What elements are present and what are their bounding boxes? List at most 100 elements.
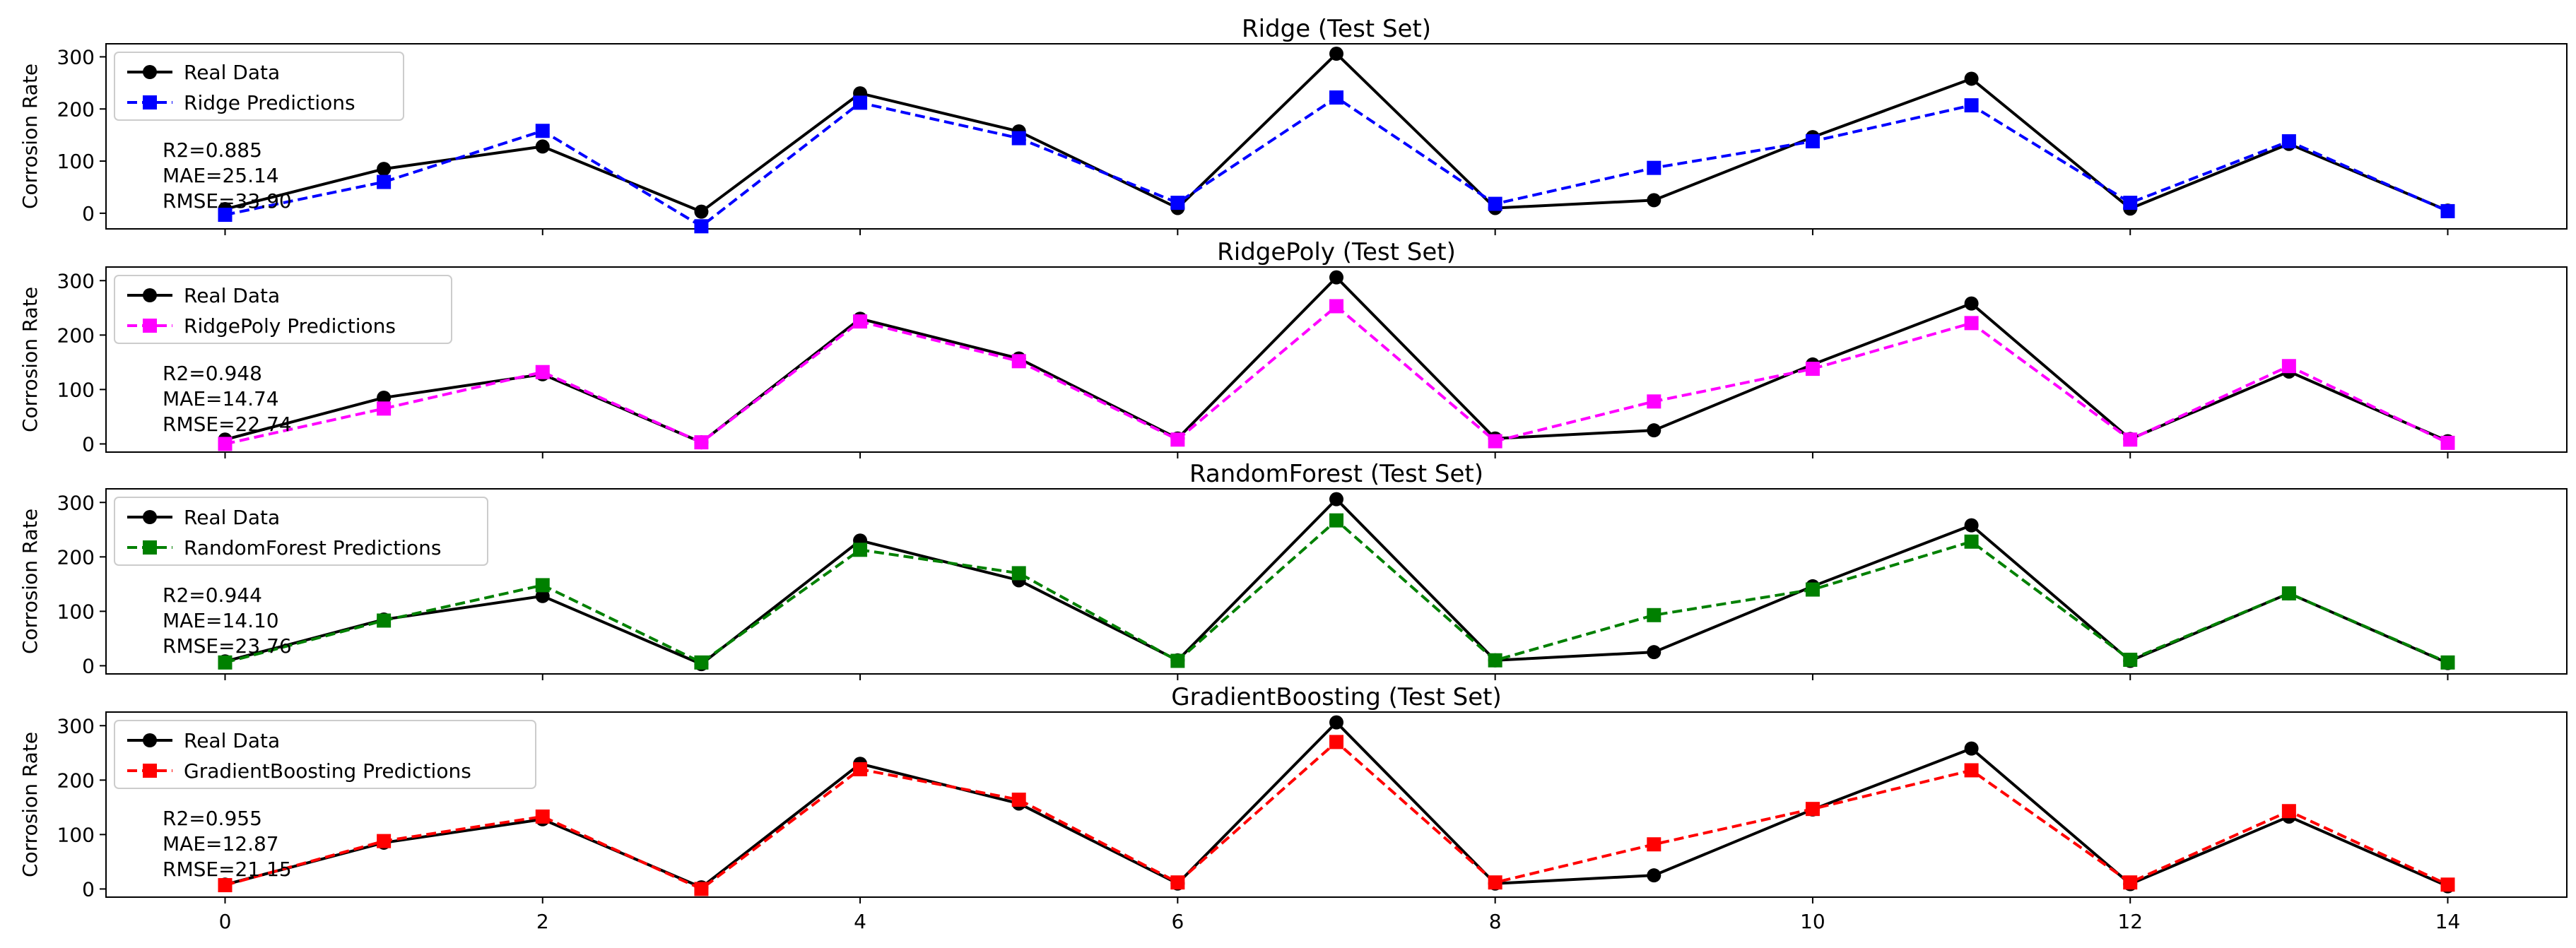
data-point (1011, 793, 1026, 807)
data-point (2281, 804, 2296, 819)
data-point (1964, 296, 1979, 311)
y-axis-label: Corrosion Rate (18, 509, 42, 654)
y-axis-label: Corrosion Rate (18, 732, 42, 877)
y-tick-label: 300 (57, 269, 95, 292)
x-tick-label: 12 (2117, 910, 2143, 933)
data-point (1488, 875, 1502, 890)
data-point (1805, 582, 1820, 597)
data-point (1170, 196, 1185, 211)
data-point (1964, 741, 1979, 756)
y-tick-label: 100 (57, 823, 95, 846)
legend-box (114, 497, 488, 566)
legend-label: Real Data (184, 61, 280, 84)
x-tick-label: 14 (2435, 910, 2461, 933)
series-line-predictions (224, 740, 2449, 891)
subplot-title: Ridge (Test Set) (1242, 15, 1431, 43)
axes-frame (105, 711, 2568, 898)
data-point (1488, 196, 1502, 211)
metric-text: R2=0.948 (163, 362, 262, 385)
metric-text: RMSE=33.90 (163, 189, 292, 213)
data-point (377, 162, 392, 177)
y-tick-label: 300 (57, 491, 95, 514)
axes-frame (105, 488, 2568, 675)
subplot-2: RidgePoly (Test Set) Corrosion Rate 0 100 20… (18, 238, 2568, 458)
data-point (377, 174, 392, 189)
legend-marker (143, 510, 157, 524)
y-tick-label: 100 (57, 600, 95, 623)
y-tick-label: 100 (57, 378, 95, 401)
legend-box (114, 52, 404, 121)
data-point (218, 208, 233, 223)
data-point (2123, 652, 2138, 667)
data-point (535, 139, 550, 154)
series-line-real-data (224, 52, 2449, 213)
legend-box (114, 275, 452, 344)
data-point (1647, 868, 1662, 883)
y-tick-label: 200 (57, 545, 95, 569)
data-point (1805, 134, 1820, 149)
series-line-predictions (225, 96, 2449, 228)
subplot-title: GradientBoosting (Test Set) (1171, 683, 1501, 711)
data-point (2281, 586, 2296, 600)
axes-frame (105, 43, 2568, 230)
data-point (1329, 715, 1343, 730)
y-tick-label: 0 (82, 432, 95, 456)
data-point (2440, 203, 2455, 218)
data-point (1170, 653, 1185, 668)
data-point (2123, 196, 2138, 211)
data-point (694, 882, 709, 896)
metric-text: MAE=14.10 (163, 609, 279, 632)
data-point (218, 437, 233, 451)
data-point (1011, 131, 1026, 146)
y-axis-label: Corrosion Rate (18, 287, 42, 432)
metric-text: RMSE=22.74 (163, 413, 292, 436)
metric-text: MAE=14.74 (163, 387, 279, 410)
data-point (1647, 394, 1662, 409)
data-point (1647, 193, 1662, 208)
x-tick-label: 6 (1171, 910, 1184, 933)
y-tick-label: 300 (57, 45, 95, 69)
axes-frame (105, 266, 2568, 453)
data-point (377, 401, 392, 416)
legend-label: GradientBoosting Predictions (184, 759, 471, 783)
data-point (1964, 763, 1979, 778)
data-point (535, 588, 550, 603)
y-tick-label: 200 (57, 324, 95, 347)
data-point (694, 655, 709, 670)
subplot-title: RandomForest (Test Set) (1189, 460, 1483, 488)
legend-box (114, 720, 536, 789)
metric-text: MAE=25.14 (163, 164, 279, 187)
metric-text: RMSE=23.76 (163, 634, 292, 658)
data-point (1647, 160, 1662, 175)
data-point (1964, 534, 1979, 549)
data-point (1329, 513, 1343, 528)
legend-label: RidgePoly Predictions (184, 314, 396, 338)
data-point (2123, 432, 2138, 447)
subplot-1: Ridge (Test Set) Corrosion Rate 0 100 200 300… (18, 15, 2568, 235)
legend-label: RandomForest Predictions (184, 536, 441, 559)
y-tick-label: 300 (57, 714, 95, 737)
legend-label: Real Data (184, 506, 280, 529)
data-point (1329, 47, 1343, 61)
data-point (1329, 299, 1343, 314)
data-point (1011, 566, 1026, 581)
data-point (1170, 432, 1185, 447)
metric-text: MAE=12.87 (163, 832, 279, 855)
data-point (853, 95, 868, 110)
data-point (377, 390, 392, 405)
data-point (2281, 359, 2296, 374)
data-point (1805, 362, 1820, 377)
x-tick-label: 2 (536, 910, 549, 933)
y-tick-label: 200 (57, 769, 95, 792)
data-point (694, 219, 709, 234)
data-point (1011, 354, 1026, 369)
legend: Real Data RandomForest Predictions (114, 497, 488, 566)
legend-label: Ridge Predictions (184, 91, 355, 114)
data-point (1647, 837, 1662, 852)
data-point (694, 435, 709, 450)
data-point (2440, 877, 2455, 892)
data-point (694, 204, 709, 219)
x-tick-label: 10 (1800, 910, 1825, 933)
